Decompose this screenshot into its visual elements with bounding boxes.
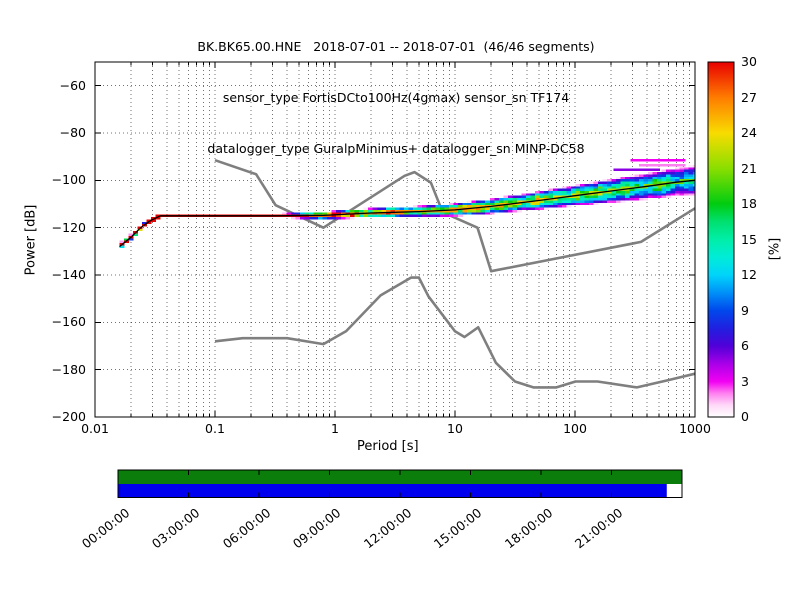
y-tick-label: −80 bbox=[59, 125, 86, 140]
y-axis-label: Power [dB] bbox=[23, 204, 39, 276]
colorbar-label: [%] bbox=[767, 237, 783, 261]
x-tick-label: 1000 bbox=[679, 421, 711, 436]
psd-histogram bbox=[119, 164, 696, 248]
y-tick-label: −200 bbox=[51, 409, 86, 424]
y-tick-label: −180 bbox=[51, 361, 86, 377]
nhnm-curve bbox=[214, 158, 696, 273]
sensor-info: sensor_type FortisDCto100Hz(4gmax) senso… bbox=[222, 90, 570, 105]
colorbar-tick-label: 24 bbox=[741, 125, 757, 140]
y-tick-label: −160 bbox=[51, 314, 86, 330]
y-tick-label: −100 bbox=[51, 172, 86, 188]
datalogger-info: datalogger_type GuralpMinimus+ datalogge… bbox=[207, 141, 585, 156]
psd-outlier-bands bbox=[613, 159, 686, 171]
plot-title: BK.BK65.00.HNE 2018-07-01 -- 2018-07-01 … bbox=[197, 39, 595, 54]
x-tick-label: 0.01 bbox=[81, 421, 109, 436]
coverage-bar bbox=[117, 469, 683, 499]
y-tick-label: −140 bbox=[51, 267, 86, 282]
colorbar-tick-label: 30 bbox=[741, 54, 757, 69]
x-tick-label: 1 bbox=[331, 421, 339, 436]
psd-mode-line bbox=[119, 179, 696, 248]
colorbar-tick-label: 6 bbox=[741, 338, 749, 353]
grid bbox=[95, 62, 695, 417]
colorbar-tick-label: 15 bbox=[741, 231, 757, 247]
x-tick-label: 10 bbox=[447, 421, 463, 436]
title-block: BK.BK65.00.HNE 2018-07-01 -- 2018-07-01 … bbox=[0, 4, 792, 191]
colorbar-tick-label: 3 bbox=[741, 373, 749, 389]
colorbar-tick-label: 18 bbox=[741, 196, 757, 211]
colorbar-tick-label: 9 bbox=[741, 302, 749, 318]
colorbar-tick-label: 0 bbox=[741, 409, 749, 424]
x-tick-label: 0.1 bbox=[205, 421, 225, 436]
plot-border bbox=[94, 61, 696, 418]
x-axis-label: Period [s] bbox=[357, 439, 419, 454]
colorbar-tick-label: 12 bbox=[741, 267, 757, 282]
y-tick-label: −120 bbox=[51, 219, 86, 235]
y-tick-label: −60 bbox=[59, 77, 86, 93]
x-tick-label: 100 bbox=[563, 421, 587, 436]
axis-ticks bbox=[94, 61, 734, 418]
nlnm-curve bbox=[214, 276, 696, 389]
colorbar-tick-label: 27 bbox=[741, 89, 757, 105]
coverage-bar-blue bbox=[118, 484, 667, 498]
colorbar-tick-label: 21 bbox=[741, 160, 757, 176]
colorbar bbox=[707, 61, 735, 418]
